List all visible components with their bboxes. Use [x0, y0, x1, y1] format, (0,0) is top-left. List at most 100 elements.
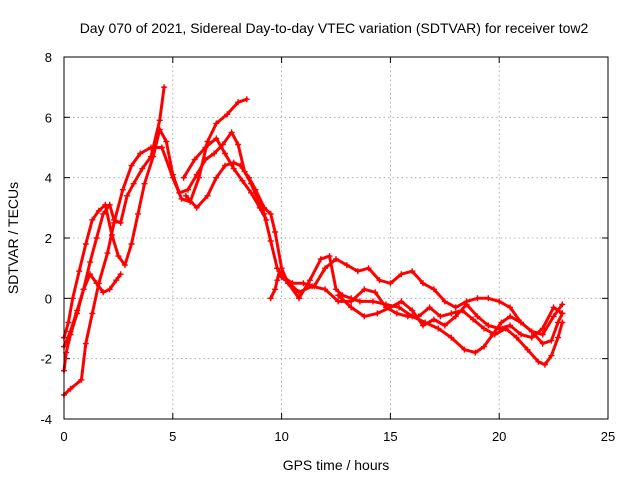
data-point [139, 165, 146, 172]
data-point [100, 210, 107, 217]
data-point [202, 156, 209, 163]
data-point [535, 358, 542, 365]
data-point [437, 313, 444, 320]
data-point [326, 253, 333, 260]
data-point [470, 316, 477, 323]
x-tick-label: 0 [60, 429, 67, 444]
data-point [524, 346, 531, 353]
data-point [409, 307, 416, 314]
data-point [82, 340, 89, 347]
data-point [430, 316, 437, 323]
series-trace-7 [274, 256, 566, 338]
data-point [539, 325, 546, 332]
data-point [393, 310, 400, 317]
data-point [224, 111, 231, 118]
data-point [191, 156, 198, 163]
series-trace-9 [335, 292, 566, 341]
plot-series [61, 84, 566, 398]
data-point [387, 280, 394, 287]
data-point [507, 322, 514, 329]
data-point [80, 286, 87, 293]
data-point [158, 144, 165, 151]
data-point [441, 298, 448, 305]
series-line [62, 97, 249, 397]
data-point [235, 141, 242, 148]
data-point [76, 268, 83, 275]
x-tick-label: 20 [492, 429, 506, 444]
data-point [296, 289, 302, 296]
data-point [548, 337, 555, 344]
data-point [228, 129, 235, 136]
data-point [452, 313, 459, 320]
data-point [82, 241, 89, 247]
data-point [322, 265, 329, 272]
data-point [435, 325, 442, 332]
data-point [348, 304, 355, 311]
data-point [559, 310, 566, 317]
data-point [121, 262, 128, 269]
data-point [69, 295, 76, 302]
data-point [481, 343, 487, 350]
data-point [213, 120, 220, 127]
data-point [211, 150, 218, 157]
data-point [106, 286, 113, 293]
data-point [333, 286, 339, 293]
data-point [361, 313, 368, 320]
data-point [230, 165, 237, 172]
data-point [102, 201, 109, 208]
data-point [67, 328, 74, 335]
data-point [113, 277, 120, 284]
data-point [193, 204, 200, 211]
series-line [269, 269, 281, 300]
data-point [89, 310, 96, 317]
data-point [100, 289, 107, 296]
data-point [335, 292, 342, 299]
data-point [124, 192, 131, 199]
grid [64, 57, 608, 419]
data-point [261, 204, 268, 211]
data-point [67, 385, 74, 392]
data-point [230, 159, 237, 166]
y-tick-label: 0 [45, 291, 52, 306]
data-point [204, 138, 211, 145]
data-point [541, 361, 548, 368]
y-tick-label: 8 [45, 50, 52, 65]
data-point [274, 277, 281, 284]
series-line [62, 127, 288, 340]
data-point [204, 192, 211, 199]
data-point [104, 250, 111, 257]
data-point [348, 298, 355, 305]
y-tick-label: 2 [45, 231, 52, 246]
data-point [452, 304, 459, 311]
data-point [474, 313, 481, 320]
y-tick-label: 4 [45, 171, 52, 186]
data-point [178, 195, 185, 202]
data-point [239, 177, 246, 184]
series-trace-4 [61, 271, 124, 350]
x-tick-label: 15 [383, 429, 397, 444]
data-point [496, 325, 503, 332]
data-point [95, 207, 102, 214]
data-point [93, 280, 100, 287]
data-point [461, 346, 468, 353]
data-point [550, 304, 557, 311]
data-point [202, 144, 209, 151]
data-point [93, 235, 100, 241]
data-point [283, 277, 289, 284]
data-point [267, 238, 274, 244]
data-point [272, 286, 279, 293]
data-point [513, 334, 520, 341]
data-point [117, 271, 124, 278]
data-point [361, 286, 368, 293]
data-point [507, 304, 514, 311]
data-point [185, 186, 191, 193]
chart-title: Day 070 of 2021, Sidereal Day-to-day VTE… [80, 20, 589, 36]
data-point [528, 328, 535, 335]
data-point [448, 334, 455, 341]
data-point [137, 150, 144, 157]
data-point [518, 319, 524, 326]
data-point [354, 268, 361, 275]
data-point [235, 99, 242, 106]
data-point [243, 96, 250, 103]
data-point [180, 174, 187, 181]
